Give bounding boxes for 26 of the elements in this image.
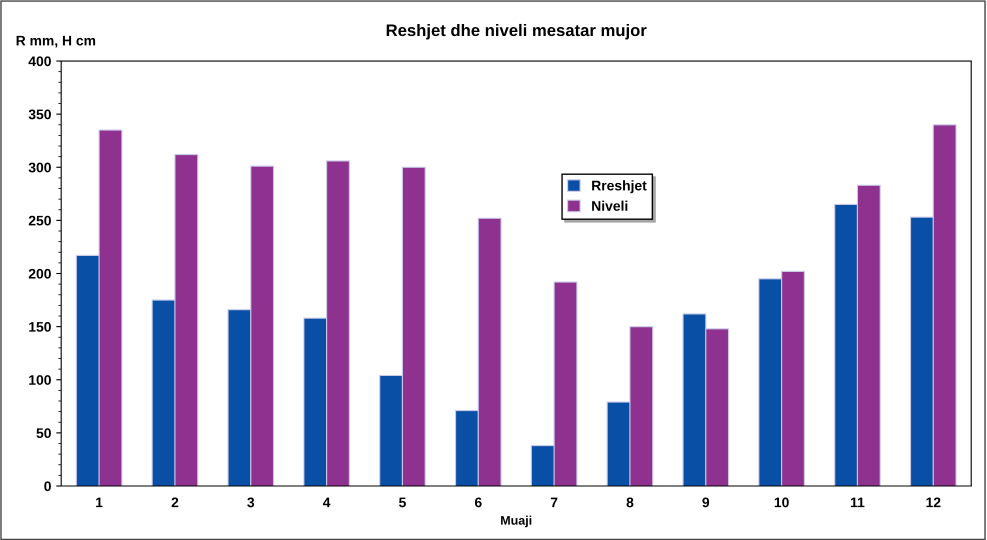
y-axis-title: R mm, H cm — [16, 36, 96, 48]
y-tick-label: 350 — [28, 109, 51, 120]
x-tick-label: 10 — [774, 497, 789, 508]
legend-label: Niveli — [592, 200, 628, 211]
x-tick-label: 4 — [322, 498, 330, 508]
x-tick-label: 9 — [702, 497, 710, 508]
y-tick-label: 0 — [44, 481, 51, 492]
y-tick-label: 300 — [28, 162, 51, 172]
y-tick-label: 250 — [28, 216, 51, 226]
x-tick-label: 12 — [926, 497, 940, 508]
x-axis-title: Muaji — [501, 516, 532, 528]
x-tick-label: 7 — [550, 498, 558, 508]
x-tick-label: 5 — [399, 498, 406, 508]
x-tick-label: 11 — [850, 498, 864, 508]
y-tick-label: 400 — [28, 56, 51, 66]
y-tick-label: 200 — [28, 268, 51, 279]
y-tick-label: 150 — [29, 322, 51, 332]
y-tick-label: 100 — [29, 375, 51, 385]
y-tick-label: 50 — [36, 428, 51, 438]
legend-label: Rreshjet — [592, 180, 647, 194]
x-tick-label: 1 — [96, 498, 103, 508]
chart-title: Reshjet dhe niveli mesatar mujor — [386, 24, 647, 40]
x-tick-label: 8 — [626, 497, 634, 508]
x-tick-label: 6 — [474, 497, 482, 508]
x-tick-label: 3 — [247, 497, 254, 508]
x-tick-label: 2 — [172, 497, 178, 508]
